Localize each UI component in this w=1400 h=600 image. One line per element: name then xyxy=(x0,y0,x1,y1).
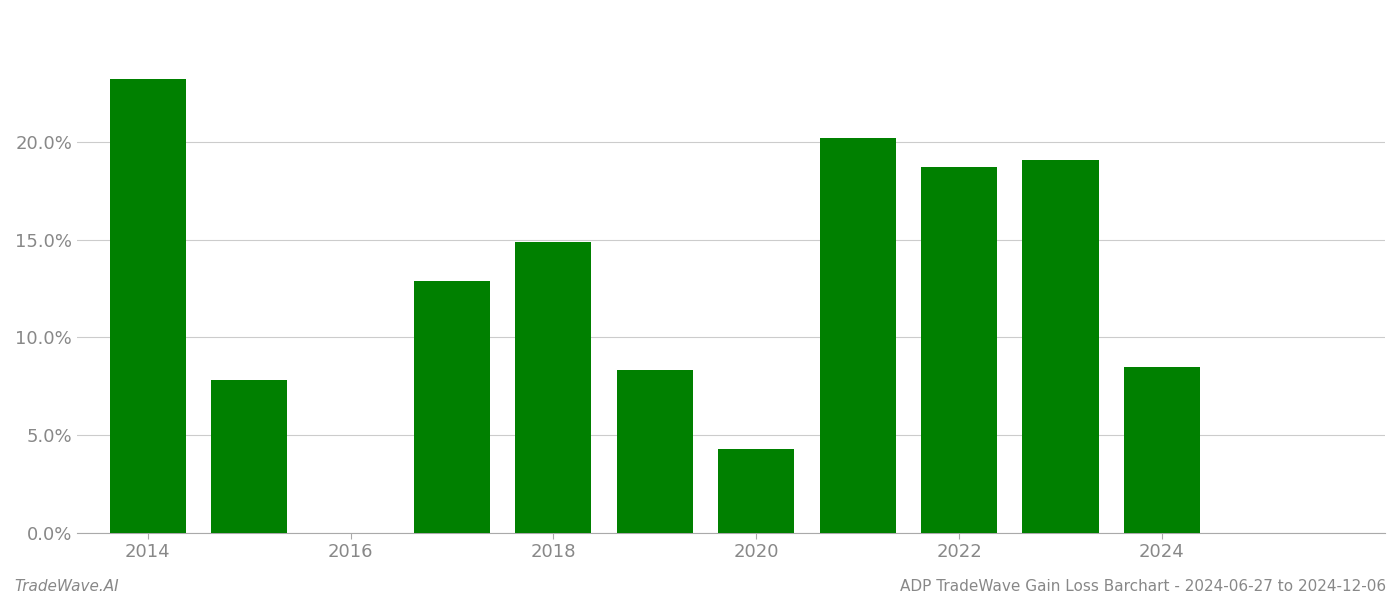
Bar xyxy=(921,167,997,533)
Bar xyxy=(718,449,794,533)
Bar xyxy=(211,380,287,533)
Bar xyxy=(617,370,693,533)
Bar xyxy=(109,79,186,533)
Text: ADP TradeWave Gain Loss Barchart - 2024-06-27 to 2024-12-06: ADP TradeWave Gain Loss Barchart - 2024-… xyxy=(900,579,1386,594)
Text: TradeWave.AI: TradeWave.AI xyxy=(14,579,119,594)
Bar xyxy=(414,281,490,533)
Bar xyxy=(819,138,896,533)
Bar xyxy=(1124,367,1200,533)
Bar xyxy=(1022,160,1099,533)
Bar xyxy=(515,242,591,533)
